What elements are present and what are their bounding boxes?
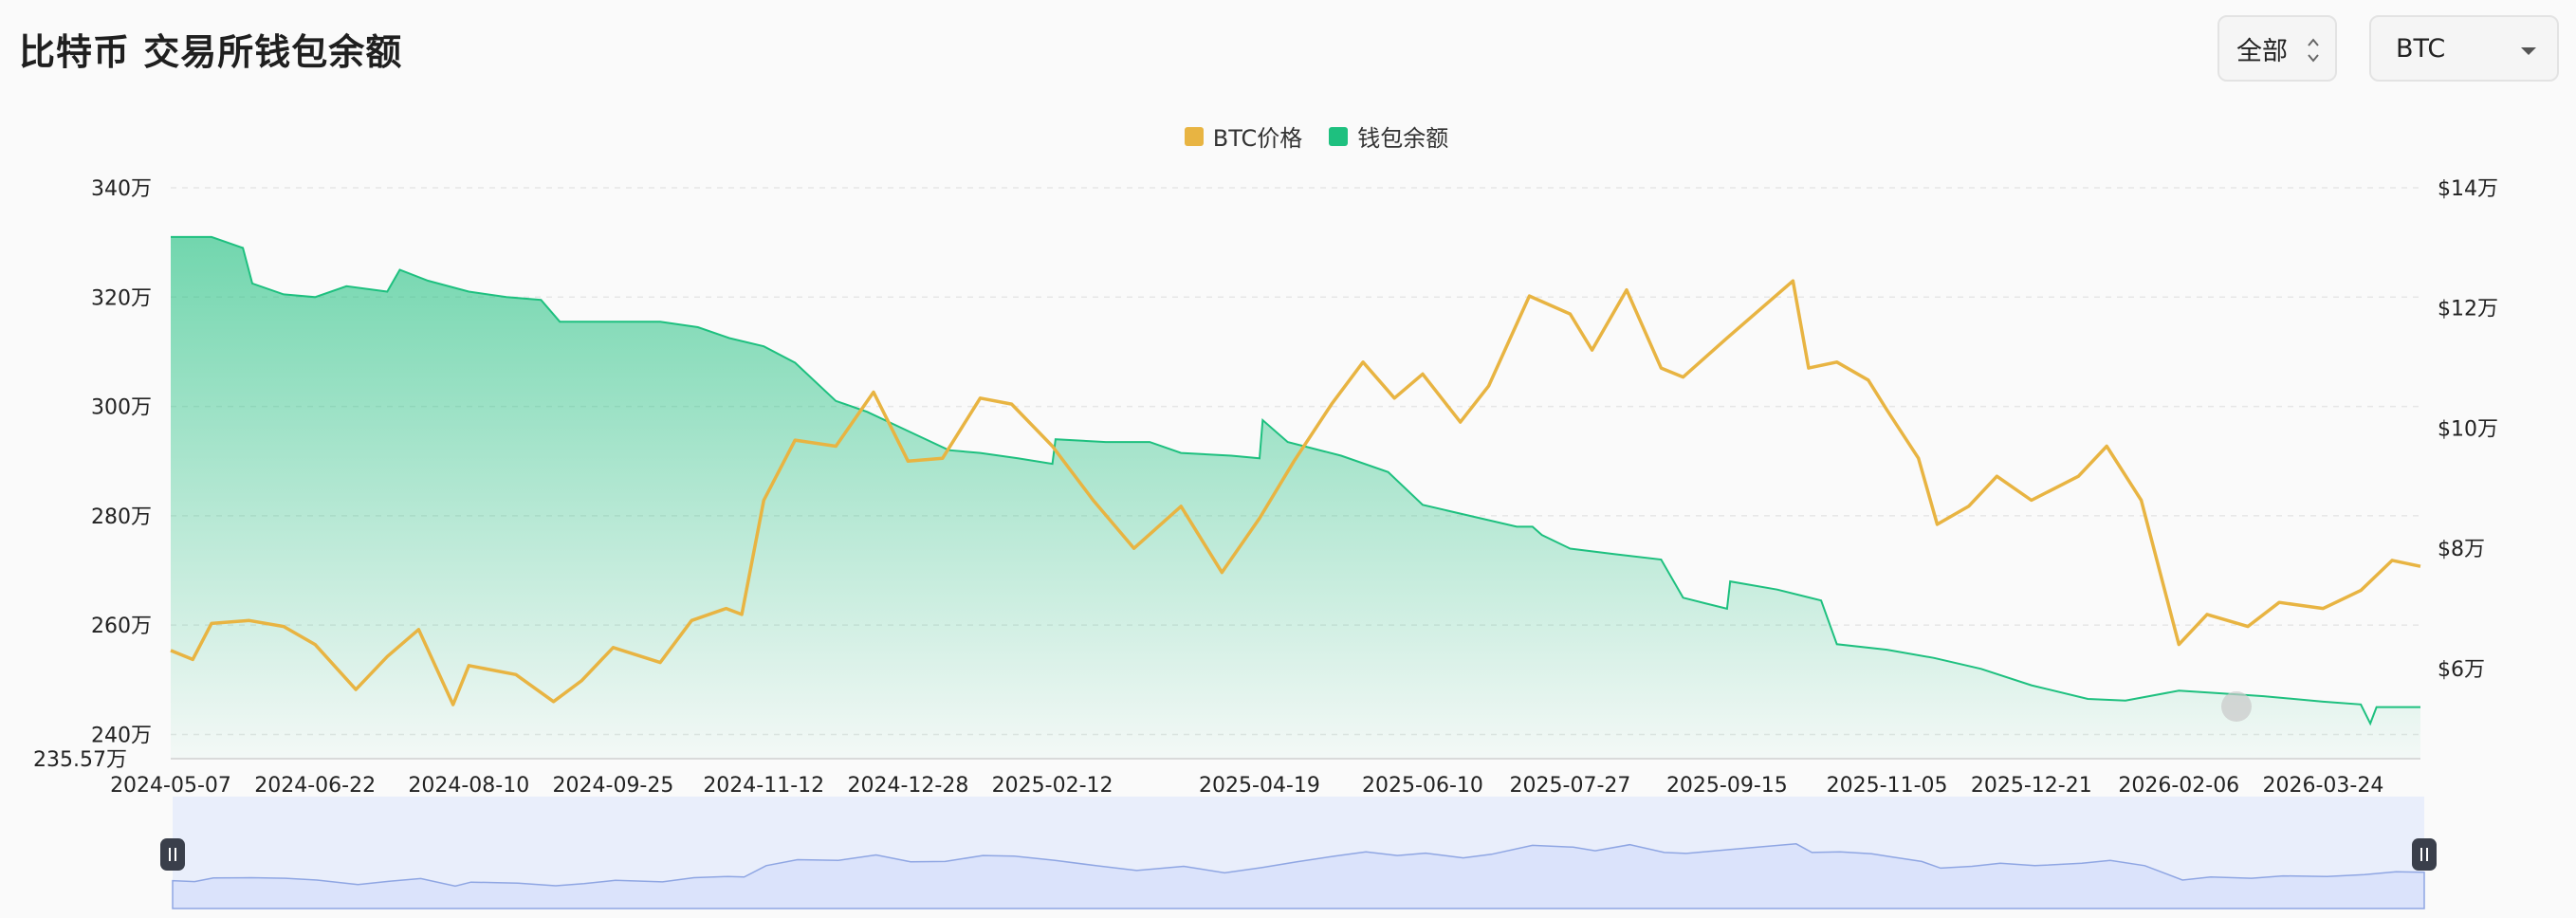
x-tick-label: 2025-09-15: [1666, 774, 1788, 798]
navigator-handle-left[interactable]: [160, 838, 185, 871]
x-tick-label: 2024-09-25: [553, 774, 674, 798]
chart-legend: BTC价格 钱包余额: [0, 119, 2576, 153]
x-tick-label: 2024-06-22: [254, 774, 376, 798]
y-left-min-label: 235.57万: [33, 748, 127, 772]
legend-label-balance: 钱包余额: [1357, 125, 1449, 152]
x-tick-label: 2024-08-10: [408, 774, 529, 798]
page-title: 比特币 交易所钱包余额: [19, 31, 403, 73]
coin-select-value: BTC: [2396, 33, 2446, 64]
legend-swatch-balance: [1329, 126, 1349, 146]
y-right-tick-label: $6万: [2438, 658, 2485, 682]
grip-handle-icon: [2412, 838, 2437, 871]
y-left-tick-label: 280万: [91, 505, 152, 529]
y-right-tick-label: $12万: [2438, 298, 2498, 321]
price-line: [170, 279, 2421, 707]
y-left-tick-label: 340万: [91, 177, 152, 201]
caret-down-icon: [2521, 47, 2536, 55]
x-tick-label: 2025-12-21: [1971, 774, 2092, 798]
x-tick-label: 2025-02-12: [992, 774, 1113, 798]
range-select[interactable]: 全部: [2217, 15, 2337, 82]
x-tick-label: 2026-02-06: [2118, 774, 2239, 798]
x-tick-label: 2025-11-05: [1827, 774, 1948, 798]
x-tick-label: 2026-03-24: [2263, 774, 2384, 798]
range-navigator[interactable]: [160, 797, 2437, 909]
grip-handle-icon: [160, 838, 185, 871]
x-tick-label: 2025-07-27: [1510, 774, 1631, 798]
chevron-up-down-icon: [2308, 38, 2319, 63]
navigator-handle-right[interactable]: [2412, 838, 2437, 871]
x-tick-label: 2024-05-07: [110, 774, 231, 798]
legend-swatch-price: [1184, 126, 1204, 146]
x-tick-label: 2024-11-12: [703, 774, 824, 798]
range-select-value: 全部: [2236, 36, 2288, 66]
legend-label-price: BTC价格: [1212, 125, 1303, 152]
balance-area: [171, 236, 2420, 759]
coin-select[interactable]: BTC: [2369, 15, 2559, 82]
y-right-tick-label: $8万: [2438, 538, 2485, 561]
y-left-tick-label: 320万: [91, 286, 152, 310]
watermark-logo-icon: [2221, 691, 2252, 722]
x-tick-label: 2025-04-19: [1199, 774, 1320, 798]
legend-item-price[interactable]: BTC价格: [1184, 119, 1303, 153]
x-tick-label: 2024-12-28: [848, 774, 969, 798]
navigator-series: [172, 843, 2425, 909]
balance-line: [171, 235, 2420, 726]
y-left-tick-label: 240万: [91, 724, 152, 747]
y-right-tick-label: $10万: [2438, 417, 2498, 441]
y-right-tick-label: $14万: [2438, 177, 2498, 201]
legend-item-balance[interactable]: 钱包余额: [1329, 119, 1448, 153]
y-left-tick-label: 300万: [91, 396, 152, 420]
y-left-tick-label: 260万: [91, 615, 152, 638]
x-tick-label: 2025-06-10: [1362, 774, 1483, 798]
plot-area: [170, 235, 2421, 759]
